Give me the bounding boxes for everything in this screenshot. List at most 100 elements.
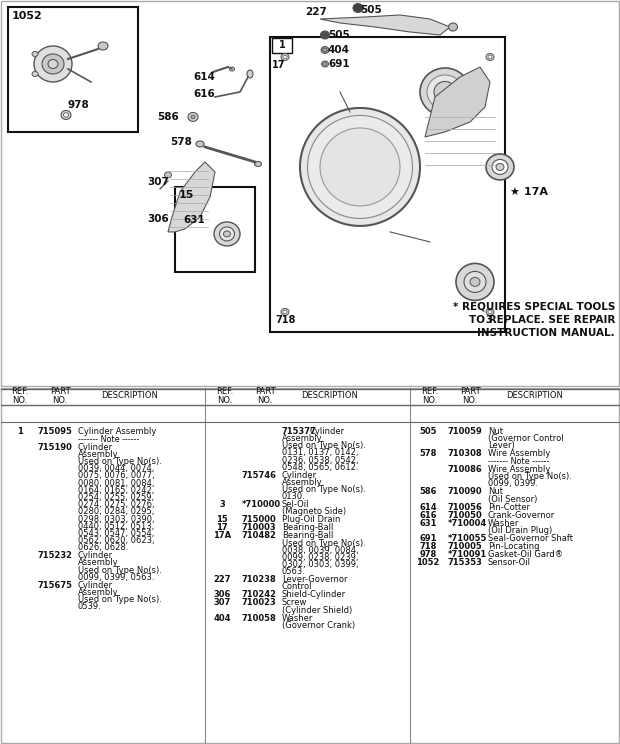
Text: Cylinder: Cylinder [78,551,113,560]
Text: 1052: 1052 [12,11,43,21]
Ellipse shape [488,55,492,59]
Text: 0099, 0238, 0239,: 0099, 0238, 0239, [282,553,358,562]
Text: Assembly: Assembly [78,559,118,568]
Text: 715190: 715190 [38,443,73,452]
Ellipse shape [281,54,289,60]
Ellipse shape [61,110,71,120]
Ellipse shape [323,48,327,52]
Text: Shield-Cylinder: Shield-Cylinder [282,591,346,600]
Ellipse shape [32,51,38,57]
Text: 0099, 0399, 0563.: 0099, 0399, 0563. [78,573,154,582]
Text: 614: 614 [419,503,437,512]
Ellipse shape [486,154,514,180]
Ellipse shape [486,309,494,315]
Text: 1: 1 [278,40,285,50]
Ellipse shape [247,70,253,78]
Text: 0131, 0137, 0142,: 0131, 0137, 0142, [282,449,358,458]
Text: 17A: 17A [213,531,231,540]
Ellipse shape [281,309,289,315]
Text: 404: 404 [328,45,350,55]
Text: 1052: 1052 [416,558,440,567]
Polygon shape [168,162,215,232]
Text: Control: Control [282,583,312,591]
Ellipse shape [324,62,327,65]
Text: 616: 616 [419,510,437,519]
Text: 710482: 710482 [242,531,277,540]
Text: 691: 691 [328,59,350,69]
Ellipse shape [456,263,494,301]
Text: Used on Type No(s).: Used on Type No(s). [282,539,366,548]
Text: 710059: 710059 [448,427,483,436]
Text: PART
NO.: PART NO. [50,386,70,405]
Text: REF.
NO.: REF. NO. [422,386,438,405]
Text: 505: 505 [360,5,382,15]
Text: Lever): Lever) [488,441,515,450]
Text: Plug-Oil Drain: Plug-Oil Drain [282,516,340,525]
Text: (Magneto Side): (Magneto Side) [282,507,346,516]
Text: Seal-Governor Shaft: Seal-Governor Shaft [488,533,573,542]
Text: Bearing-Ball: Bearing-Ball [282,531,334,540]
Text: 710308: 710308 [448,449,482,458]
Text: 710023: 710023 [242,598,277,607]
Text: 0548, 0565, 0612.: 0548, 0565, 0612. [282,463,358,472]
Text: 578: 578 [419,449,436,458]
Ellipse shape [320,128,400,206]
Text: 978: 978 [419,550,436,559]
Text: 718: 718 [275,315,295,325]
Text: 306: 306 [147,214,169,224]
Ellipse shape [48,60,58,68]
Text: 578: 578 [170,137,192,147]
Text: 15: 15 [216,516,228,525]
Text: 0298, 0303, 0390,: 0298, 0303, 0390, [78,515,154,524]
Text: 17: 17 [216,523,228,533]
Ellipse shape [448,23,458,31]
Text: *710091: *710091 [448,550,487,559]
Text: (Governor Control: (Governor Control [488,434,564,443]
Text: 0563.: 0563. [282,567,306,577]
Text: 718: 718 [419,542,436,551]
Text: Assembly: Assembly [282,434,322,443]
Text: Used on Type No(s).: Used on Type No(s). [78,595,162,604]
Text: Cylinder: Cylinder [310,427,345,436]
Ellipse shape [486,54,494,60]
Text: 691: 691 [419,533,436,542]
Text: 710005: 710005 [448,542,483,551]
Ellipse shape [321,46,329,54]
Text: 3: 3 [485,315,492,325]
Ellipse shape [196,141,204,147]
Text: Assembly: Assembly [78,588,118,597]
Text: Cylinder: Cylinder [78,581,113,590]
Ellipse shape [164,172,172,178]
Text: 710086: 710086 [448,465,483,474]
Text: 715232: 715232 [38,551,73,560]
Ellipse shape [308,115,412,219]
Text: Lever-Governor: Lever-Governor [282,575,347,584]
Text: 307: 307 [213,598,231,607]
Ellipse shape [63,112,68,118]
Text: Gasket-Oil Gard®: Gasket-Oil Gard® [488,550,563,559]
Text: Washer: Washer [488,519,520,527]
Text: 710238: 710238 [242,575,277,584]
Ellipse shape [488,310,492,314]
Text: 710242: 710242 [242,591,277,600]
Text: 227: 227 [305,7,327,17]
Ellipse shape [322,61,329,67]
Ellipse shape [191,115,195,119]
Text: 978: 978 [68,100,90,110]
Ellipse shape [223,231,231,237]
Ellipse shape [219,227,234,241]
Ellipse shape [464,272,486,292]
Text: (Oil Sensor): (Oil Sensor) [488,495,538,504]
Ellipse shape [214,222,240,246]
Text: REF.
NO.: REF. NO. [216,386,234,405]
Ellipse shape [283,310,287,314]
Text: Crank-Governor: Crank-Governor [488,510,556,519]
Text: ------- Note ------: ------- Note ------ [78,434,140,443]
Polygon shape [320,15,450,35]
Text: 586: 586 [157,112,179,122]
Text: 306: 306 [213,591,231,600]
Ellipse shape [427,75,463,109]
Text: 616: 616 [193,89,215,99]
Text: Used on Type No(s).: Used on Type No(s). [78,565,162,574]
Ellipse shape [42,54,64,74]
